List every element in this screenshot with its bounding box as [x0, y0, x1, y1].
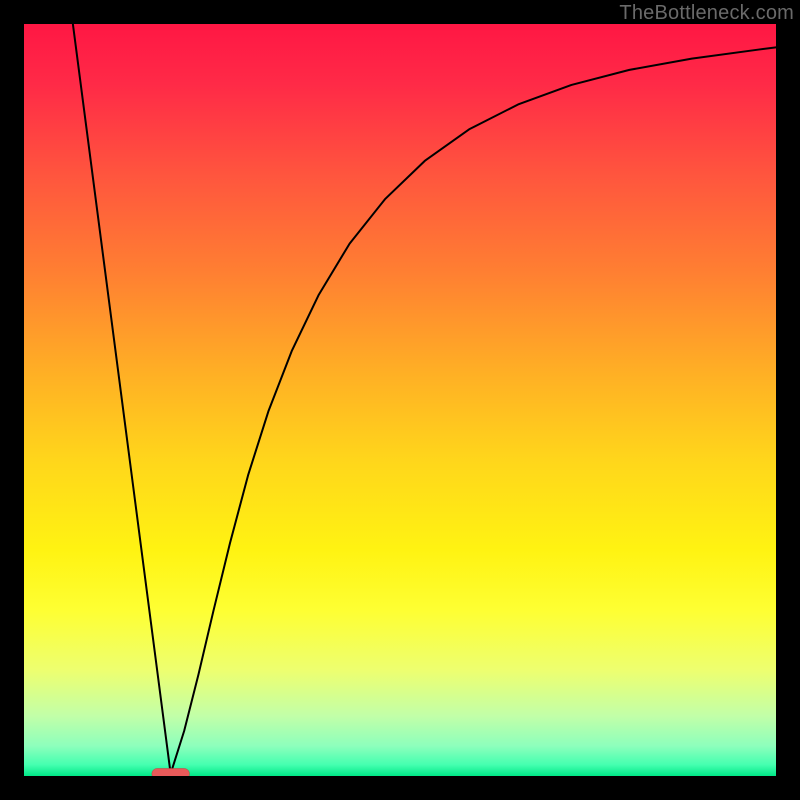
watermark-text: TheBottleneck.com [619, 2, 794, 25]
chart-svg-container [24, 24, 776, 776]
plot-area [24, 24, 776, 776]
vertex-marker [152, 768, 190, 776]
chart-svg [24, 24, 776, 776]
gradient-background [24, 24, 776, 776]
chart-frame: TheBottleneck.com [0, 0, 800, 800]
